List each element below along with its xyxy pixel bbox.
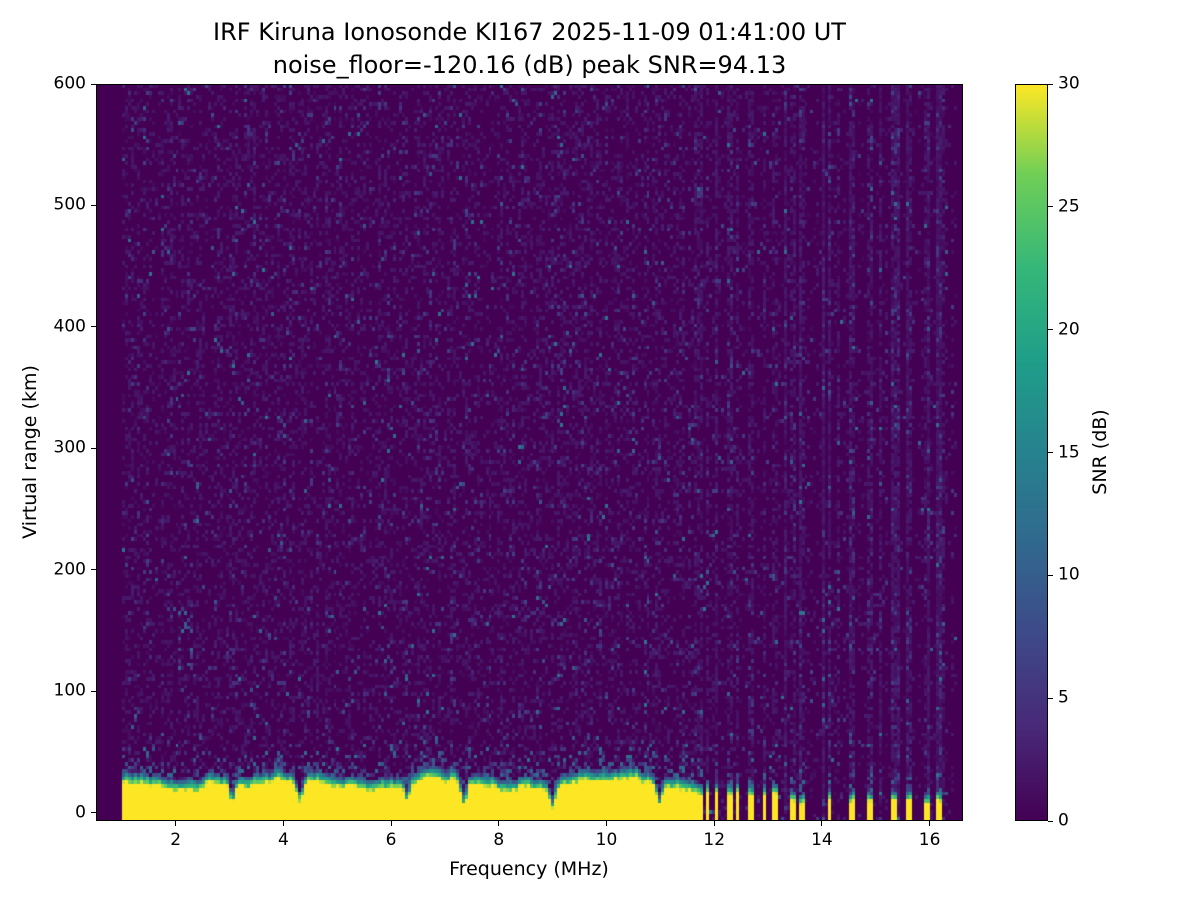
cbar-tick-mark-10 <box>1048 574 1053 576</box>
cbar-tick-label-30: 30 <box>1058 73 1080 94</box>
y-tick-mark-300 <box>91 447 96 449</box>
cbar-tick-label-25: 25 <box>1058 196 1080 217</box>
cbar-tick-label-10: 10 <box>1058 564 1080 585</box>
figure-subtitle: noise_floor=-120.16 (dB) peak SNR=94.13 <box>272 51 787 79</box>
x-tick-label-2: 2 <box>170 830 182 850</box>
figure-title: IRF Kiruna Ionosonde KI167 2025-11-09 01… <box>213 18 846 46</box>
y-tick-mark-600 <box>91 83 96 85</box>
cbar-tick-label-5: 5 <box>1058 687 1069 708</box>
y-tick-label-400: 400 <box>53 316 86 337</box>
x-tick-label-6: 6 <box>385 830 397 850</box>
y-tick-mark-100 <box>91 690 96 692</box>
x-tick-label-12: 12 <box>703 830 726 850</box>
x-tick-label-14: 14 <box>811 830 833 850</box>
cbar-tick-mark-20 <box>1048 329 1053 331</box>
x-tick-mark-4 <box>282 821 284 826</box>
cbar-tick-mark-15 <box>1048 452 1053 453</box>
cbar-tick-mark-0 <box>1048 820 1053 822</box>
cbar-tick-label-20: 20 <box>1058 319 1080 340</box>
y-tick-label-600: 600 <box>53 73 86 94</box>
y-tick-label-200: 200 <box>53 559 86 580</box>
x-tick-mark-14 <box>821 821 823 826</box>
y-tick-mark-500 <box>91 204 96 206</box>
colorbar-gradient <box>1015 84 1048 821</box>
ionogram-heatmap <box>96 84 963 821</box>
y-tick-mark-0 <box>91 812 96 813</box>
x-tick-label-4: 4 <box>277 830 289 850</box>
cbar-tick-mark-25 <box>1048 206 1053 208</box>
x-tick-label-8: 8 <box>493 830 505 850</box>
cbar-tick-mark-30 <box>1048 83 1053 85</box>
cbar-tick-label-0: 0 <box>1058 810 1069 831</box>
colorbar-label: SNR (dB) <box>1089 409 1111 495</box>
cbar-tick-label-15: 15 <box>1058 442 1080 462</box>
x-tick-mark-12 <box>713 821 715 826</box>
y-tick-mark-200 <box>91 569 96 571</box>
x-tick-mark-10 <box>606 821 607 826</box>
x-tick-mark-6 <box>390 821 392 826</box>
x-axis-label: Frequency (MHz) <box>449 858 609 880</box>
figure-title-block: IRF Kiruna Ionosonde KI167 2025-11-09 01… <box>96 16 963 82</box>
x-tick-label-16: 16 <box>918 830 941 850</box>
y-tick-mark-400 <box>91 326 96 328</box>
cbar-tick-mark-5 <box>1048 697 1053 699</box>
x-tick-mark-8 <box>498 821 500 826</box>
y-tick-label-300: 300 <box>53 437 86 458</box>
y-tick-label-0: 0 <box>75 802 86 822</box>
y-tick-label-500: 500 <box>53 194 86 215</box>
y-axis-label: Virtual range (km) <box>19 365 41 539</box>
x-tick-label-10: 10 <box>595 830 618 850</box>
x-tick-mark-16 <box>929 821 931 826</box>
x-tick-mark-2 <box>175 821 177 826</box>
y-tick-label-100: 100 <box>53 680 86 701</box>
